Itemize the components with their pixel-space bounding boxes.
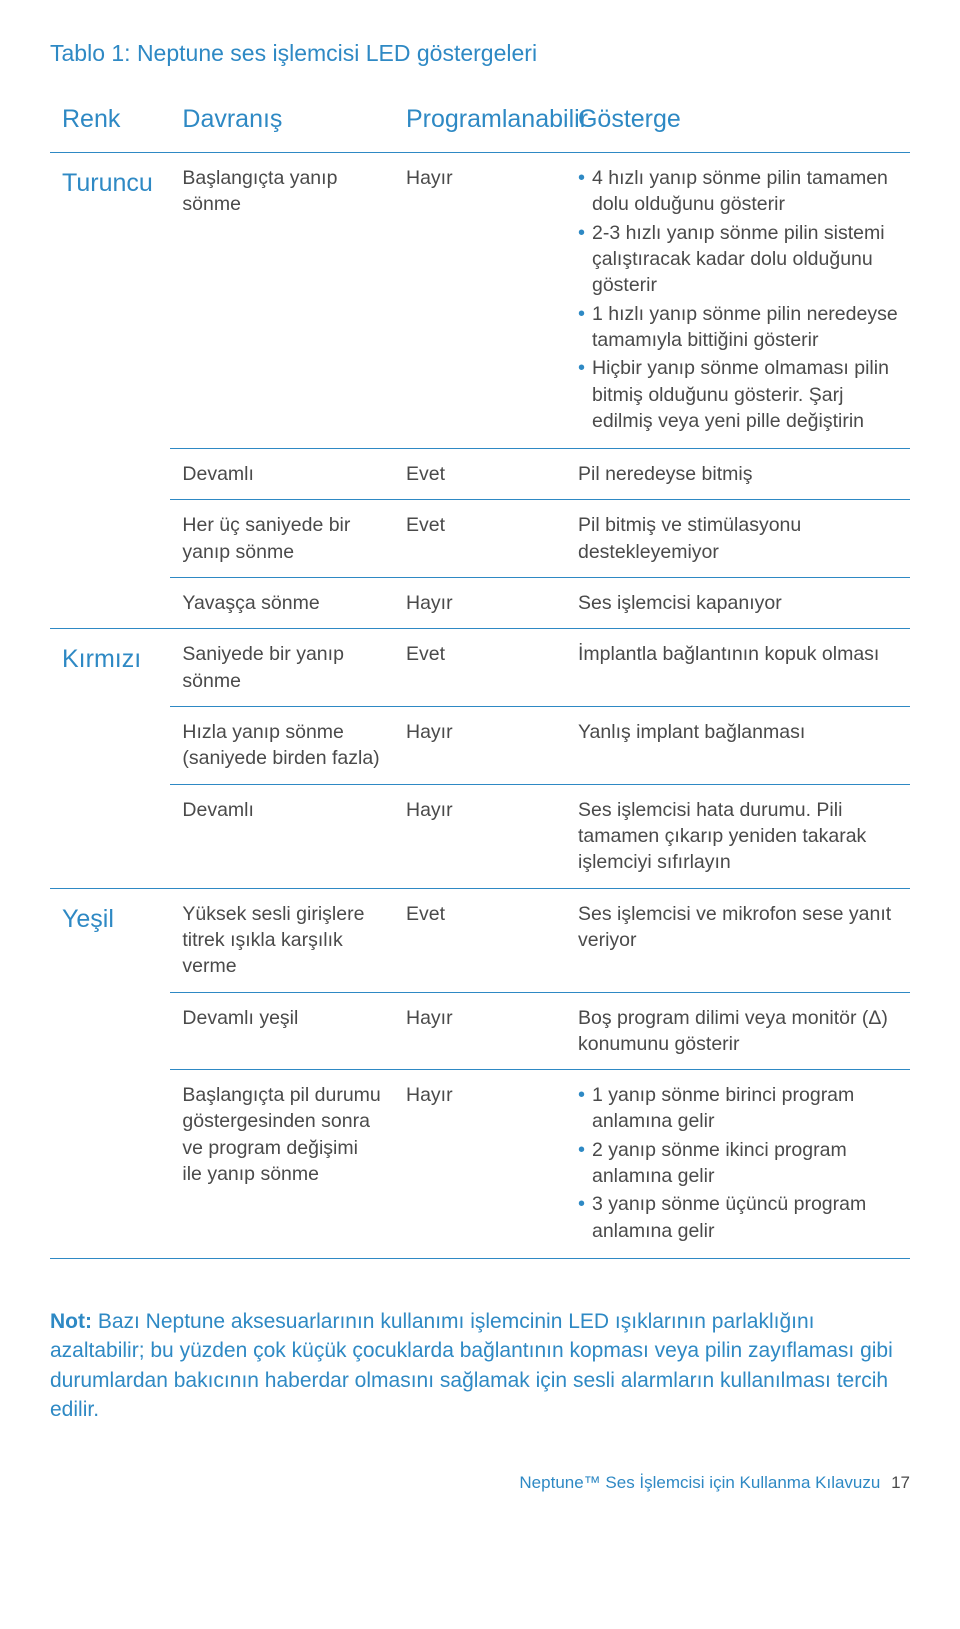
table-row: DevamlıHayırSes işlemcisi hata durumu. P… bbox=[50, 784, 910, 888]
table-row: Başlangıçta pil durumu göstergesinden so… bbox=[50, 1070, 910, 1259]
table-header: Renk Davranış Programlanabilir Gösterge bbox=[50, 95, 910, 153]
behavior-cell: Her üç saniyede bir yanıp sönme bbox=[170, 500, 394, 578]
table-row: Yavaşça sönmeHayırSes işlemcisi kapanıyo… bbox=[50, 578, 910, 629]
table-row: DevamlıEvetPil neredeyse bitmiş bbox=[50, 449, 910, 500]
behavior-cell: Saniyede bir yanıp sönme bbox=[170, 629, 394, 707]
behavior-cell: Başlangıçta pil durumu göstergesinden so… bbox=[170, 1070, 394, 1259]
table-row: Her üç saniyede bir yanıp sönmeEvetPil b… bbox=[50, 500, 910, 578]
programmable-cell: Hayır bbox=[394, 1070, 566, 1259]
list-item: 2 yanıp sönme ikinci program anlamına ge… bbox=[578, 1137, 898, 1190]
indicator-cell: Ses işlemcisi ve mikrofon sese yanıt ver… bbox=[566, 888, 910, 992]
programmable-cell: Hayır bbox=[394, 153, 566, 449]
list-item: 1 hızlı yanıp sönme pilin neredeyse tama… bbox=[578, 301, 898, 354]
indicator-cell: Yanlış implant bağlanması bbox=[566, 707, 910, 785]
programmable-cell: Evet bbox=[394, 888, 566, 992]
indicator-cell: Pil bitmiş ve stimülasyonu destekleyemiy… bbox=[566, 500, 910, 578]
table-row: Devamlı yeşilHayırBoş program dilimi vey… bbox=[50, 992, 910, 1070]
table-row: TuruncuBaşlangıçta yanıp sönmeHayır4 hız… bbox=[50, 153, 910, 449]
indicator-cell: 4 hızlı yanıp sönme pilin tamamen dolu o… bbox=[566, 153, 910, 449]
table-row: Hızla yanıp sönme (saniyede birden fazla… bbox=[50, 707, 910, 785]
programmable-cell: Hayır bbox=[394, 707, 566, 785]
indicator-bullets: 1 yanıp sönme birinci program anlamına g… bbox=[578, 1082, 898, 1244]
indicator-cell: Boş program dilimi veya monitör (Δ) konu… bbox=[566, 992, 910, 1070]
list-item: 3 yanıp sönme üçüncü program anlamına ge… bbox=[578, 1191, 898, 1244]
list-item: Hiçbir yanıp sönme olmaması pilin bitmiş… bbox=[578, 355, 898, 434]
table-row: KırmızıSaniyede bir yanıp sönmeEvetİmpla… bbox=[50, 629, 910, 707]
programmable-cell: Evet bbox=[394, 500, 566, 578]
color-cell: Turuncu bbox=[50, 153, 170, 629]
behavior-cell: Devamlı yeşil bbox=[170, 992, 394, 1070]
behavior-cell: Hızla yanıp sönme (saniyede birden fazla… bbox=[170, 707, 394, 785]
programmable-cell: Hayır bbox=[394, 992, 566, 1070]
color-cell: Yeşil bbox=[50, 888, 170, 1258]
note-body: Bazı Neptune aksesuarlarının kullanımı i… bbox=[50, 1310, 893, 1421]
programmable-cell: Hayır bbox=[394, 578, 566, 629]
col-gosterge: Gösterge bbox=[566, 95, 910, 153]
indicator-cell: Ses işlemcisi hata durumu. Pili tamamen … bbox=[566, 784, 910, 888]
document-page: Tablo 1: Neptune ses işlemcisi LED göste… bbox=[0, 0, 960, 1523]
behavior-cell: Devamlı bbox=[170, 449, 394, 500]
behavior-cell: Başlangıçta yanıp sönme bbox=[170, 153, 394, 449]
indicator-cell: Pil neredeyse bitmiş bbox=[566, 449, 910, 500]
led-table: Renk Davranış Programlanabilir Gösterge … bbox=[50, 95, 910, 1259]
col-renk: Renk bbox=[50, 95, 170, 153]
indicator-bullets: 4 hızlı yanıp sönme pilin tamamen dolu o… bbox=[578, 165, 898, 434]
programmable-cell: Evet bbox=[394, 629, 566, 707]
color-cell: Kırmızı bbox=[50, 629, 170, 888]
indicator-cell: Ses işlemcisi kapanıyor bbox=[566, 578, 910, 629]
footer-page-number: 17 bbox=[891, 1473, 910, 1492]
col-programlanabilir: Programlanabilir bbox=[394, 95, 566, 153]
table-title: Tablo 1: Neptune ses işlemcisi LED göste… bbox=[50, 40, 910, 67]
behavior-cell: Yavaşça sönme bbox=[170, 578, 394, 629]
indicator-cell: 1 yanıp sönme birinci program anlamına g… bbox=[566, 1070, 910, 1259]
table-body: TuruncuBaşlangıçta yanıp sönmeHayır4 hız… bbox=[50, 153, 910, 1259]
note-paragraph: Not: Bazı Neptune aksesuarlarının kullan… bbox=[50, 1307, 910, 1425]
footer-text: Neptune™ Ses İşlemcisi için Kullanma Kıl… bbox=[519, 1473, 880, 1492]
behavior-cell: Yüksek sesli girişlere titrek ışıkla kar… bbox=[170, 888, 394, 992]
list-item: 1 yanıp sönme birinci program anlamına g… bbox=[578, 1082, 898, 1135]
table-row: YeşilYüksek sesli girişlere titrek ışıkl… bbox=[50, 888, 910, 992]
page-footer: Neptune™ Ses İşlemcisi için Kullanma Kıl… bbox=[50, 1473, 910, 1493]
programmable-cell: Hayır bbox=[394, 784, 566, 888]
list-item: 4 hızlı yanıp sönme pilin tamamen dolu o… bbox=[578, 165, 898, 218]
indicator-cell: İmplantla bağlantının kopuk olması bbox=[566, 629, 910, 707]
programmable-cell: Evet bbox=[394, 449, 566, 500]
list-item: 2-3 hızlı yanıp sönme pilin sistemi çalı… bbox=[578, 220, 898, 299]
col-davranis: Davranış bbox=[170, 95, 394, 153]
behavior-cell: Devamlı bbox=[170, 784, 394, 888]
note-lead: Not: bbox=[50, 1310, 92, 1333]
